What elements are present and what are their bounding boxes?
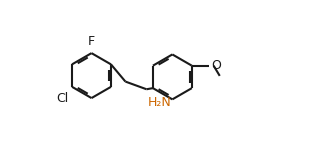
Text: O: O	[211, 59, 221, 72]
Text: Cl: Cl	[56, 92, 69, 105]
Text: F: F	[88, 35, 95, 48]
Text: H₂N: H₂N	[148, 96, 171, 109]
